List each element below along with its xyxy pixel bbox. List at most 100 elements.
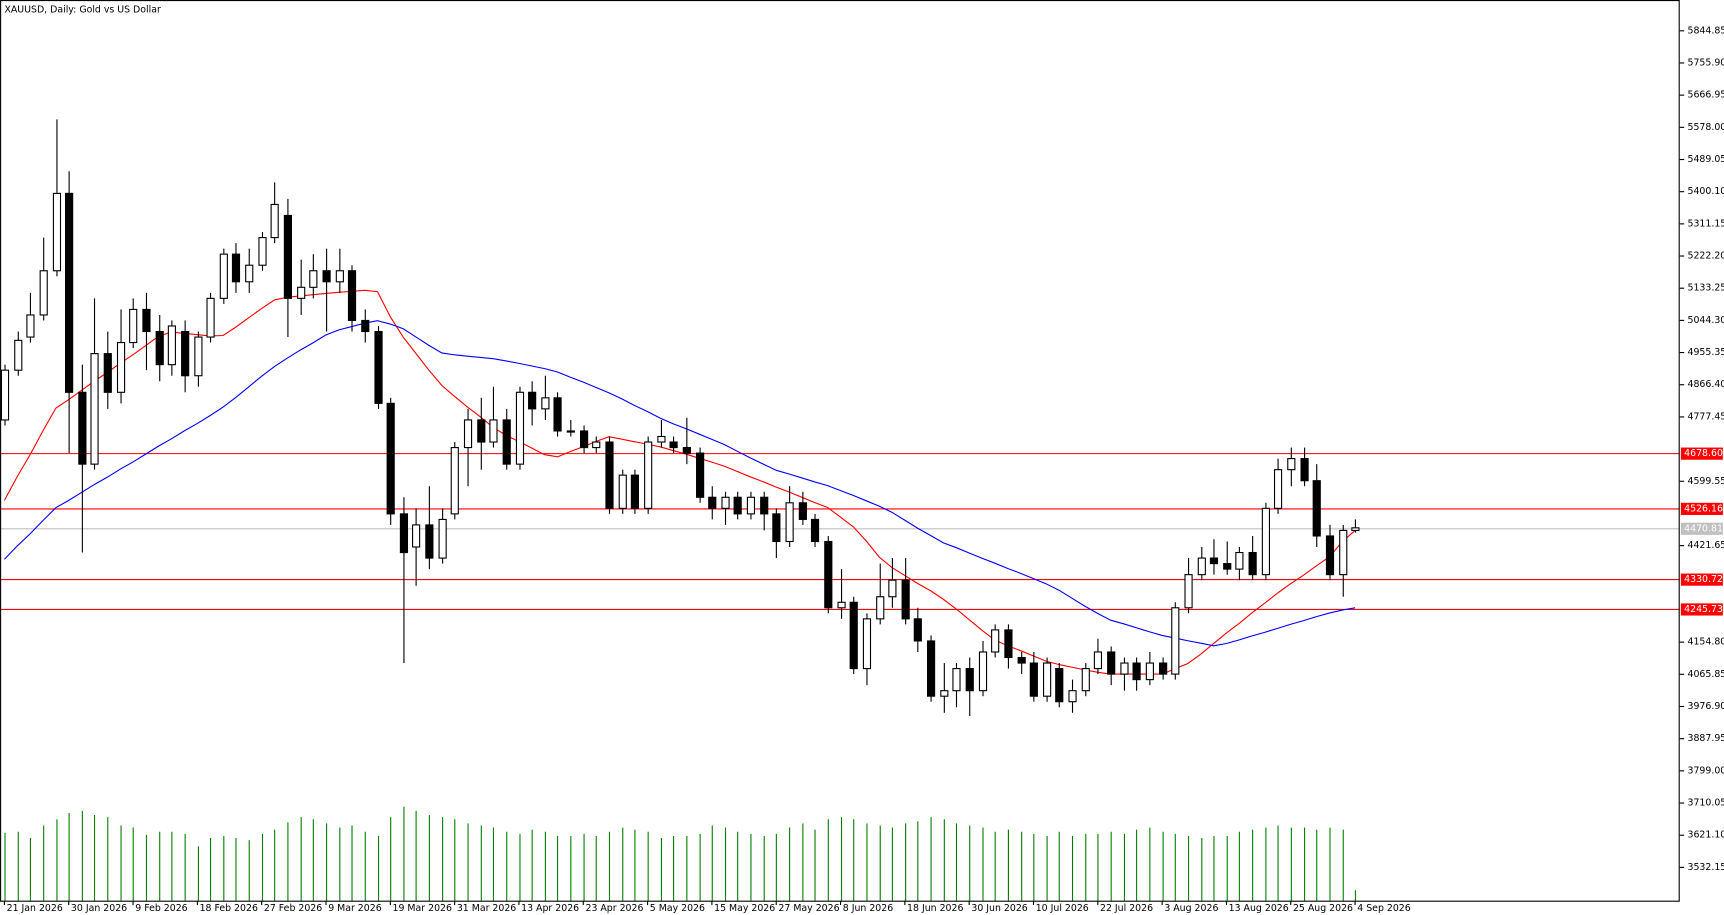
y-tick-label: 4777.45 — [1687, 411, 1724, 422]
candle-body — [361, 319, 370, 333]
level-label-box — [1680, 603, 1723, 616]
moving-average — [4, 320, 1356, 647]
candle-body — [142, 308, 151, 333]
levels-layer — [0, 453, 1680, 610]
candle-body — [412, 524, 421, 548]
candle-body — [181, 330, 190, 377]
bid-label-box — [1680, 522, 1723, 535]
candle-body — [862, 618, 872, 670]
y-tick-label: 3976.90 — [1687, 701, 1724, 712]
candle-body — [682, 447, 691, 454]
candle-body — [824, 540, 833, 609]
candle-body — [746, 496, 756, 515]
candle-body — [772, 513, 781, 543]
y-tick-label: 5578.00 — [1687, 122, 1724, 133]
y-tick-label: 5489.05 — [1687, 154, 1724, 165]
candle-body — [1132, 662, 1141, 681]
candle-body — [1043, 662, 1052, 697]
candle-body — [1209, 557, 1219, 565]
candle-body — [708, 496, 717, 509]
x-tick-label: 30 Jan 2026 — [71, 903, 127, 914]
y-tick-label: 3887.95 — [1687, 733, 1724, 744]
x-tick-label: 18 Jun 2026 — [907, 903, 963, 914]
candle-body — [1339, 529, 1348, 576]
candle-body — [913, 618, 922, 642]
candle-body — [991, 629, 1000, 653]
y-tick-label: 4065.85 — [1687, 669, 1724, 680]
candle-body — [103, 353, 112, 393]
candle-body — [347, 270, 357, 322]
candle-body — [463, 419, 473, 449]
y-tick-label: 4421.65 — [1687, 540, 1724, 551]
candle-body — [1223, 563, 1232, 570]
candle-body — [515, 391, 525, 465]
candle-body — [194, 336, 203, 377]
x-tick-label: 3 Aug 2026 — [1164, 903, 1218, 914]
level-label: 4678.60 — [1684, 448, 1723, 459]
plot-frame — [0, 0, 1680, 902]
volume-layer — [4, 806, 1356, 901]
candle-body — [283, 214, 293, 299]
candle-body — [438, 518, 447, 559]
candle-body — [1055, 668, 1064, 703]
x-tick-label: 13 Aug 2026 — [1229, 903, 1289, 914]
level-label-box — [1680, 573, 1723, 586]
ma-layer — [3, 289, 1356, 675]
y-tick-label: 5311.15 — [1687, 218, 1724, 229]
chart-title: XAUUSD, Daily: Gold vs US Dollar — [4, 4, 161, 15]
candle-body — [901, 579, 910, 620]
candle-body — [258, 237, 267, 266]
candle-body — [1248, 551, 1257, 576]
candle-body — [14, 339, 23, 371]
candle-body — [167, 325, 176, 366]
candle-body — [425, 524, 434, 559]
y-tick-label: 5755.90 — [1687, 57, 1724, 68]
candle-body — [116, 342, 126, 393]
candle-body — [335, 270, 344, 283]
candle-body — [450, 447, 459, 515]
x-tick-label: 18 Feb 2026 — [200, 903, 258, 914]
candle-body — [26, 314, 35, 338]
level-label: 4526.16 — [1684, 503, 1723, 514]
candle-body — [618, 474, 627, 509]
candle-body — [965, 668, 974, 692]
candle-body — [605, 441, 614, 509]
candle-body — [1273, 469, 1283, 509]
candle-body — [489, 419, 498, 443]
candle-body — [1145, 662, 1154, 681]
candle-body — [1004, 629, 1013, 659]
candle-body — [477, 419, 486, 443]
candle-body — [374, 330, 383, 404]
candle-body — [721, 496, 730, 509]
y-tick-label: 5666.95 — [1687, 90, 1724, 101]
x-tick-label: 9 Mar 2026 — [328, 903, 382, 914]
candle-body — [978, 651, 988, 692]
candle-body — [669, 441, 678, 449]
candle-body — [876, 596, 885, 620]
y-tick-label: 3710.05 — [1687, 798, 1724, 809]
candle-body — [1093, 651, 1103, 670]
x-tick-label: 22 Jul 2026 — [1100, 903, 1153, 914]
candle-body — [1325, 535, 1335, 576]
x-tick-label: 27 Feb 2026 — [264, 903, 322, 914]
candle-body — [837, 601, 846, 609]
candle-body — [155, 330, 164, 366]
candle-body — [810, 518, 820, 543]
y-tick-label: 3799.00 — [1687, 765, 1724, 776]
candle-body — [90, 353, 99, 465]
x-tick-label: 30 Jun 2026 — [971, 903, 1027, 914]
candle-body — [386, 402, 395, 515]
candle-body — [528, 391, 537, 410]
candle-body — [553, 397, 562, 432]
x-tick-label: 23 Apr 2026 — [585, 903, 643, 914]
x-tick-label: 19 Mar 2026 — [393, 903, 452, 914]
candle-body — [219, 253, 228, 299]
x-tick-label: 4 Sep 2026 — [1357, 903, 1410, 914]
candle-body — [399, 513, 409, 554]
level-label-box — [1680, 502, 1723, 515]
candle-body — [760, 496, 769, 515]
candle-body — [1235, 551, 1244, 570]
y-tick-label: 5133.25 — [1687, 283, 1724, 294]
x-tick-label: 10 Jul 2026 — [1036, 903, 1089, 914]
y-tick-label: 3532.15 — [1687, 862, 1724, 873]
